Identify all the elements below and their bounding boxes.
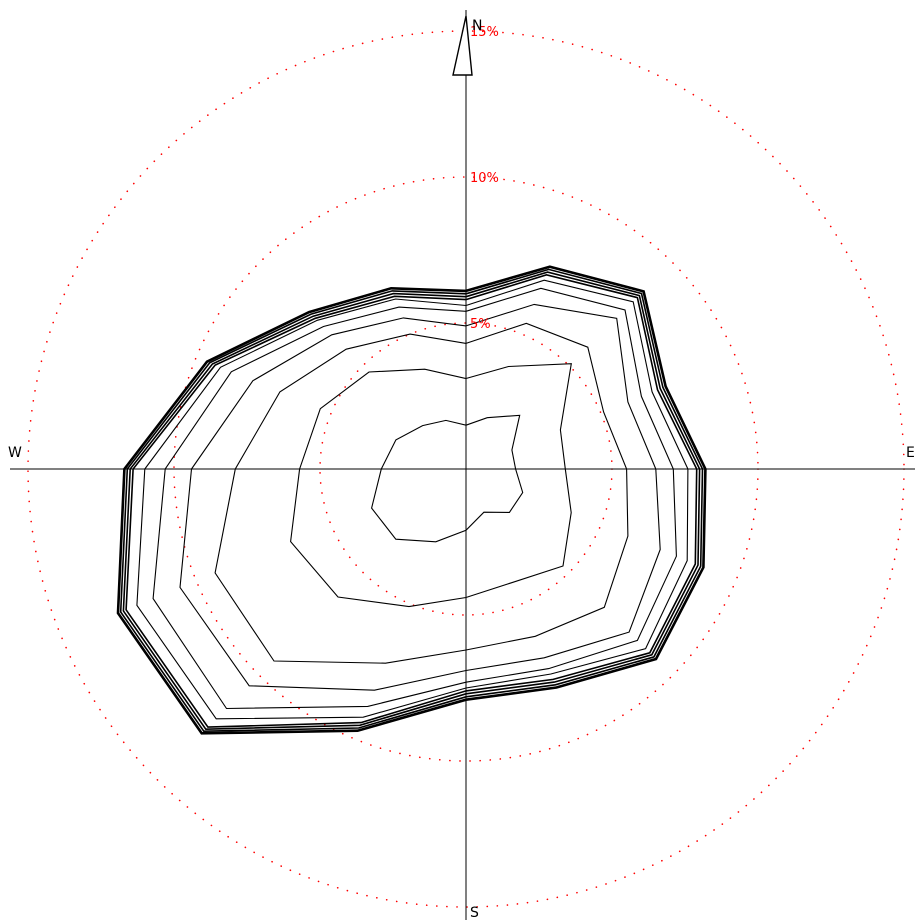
contour-line: [371, 414, 524, 543]
north-arrow-icon: [452, 15, 473, 76]
ring-label: 5%: [470, 317, 491, 332]
contour-line: [152, 287, 677, 710]
compass-axes: [10, 10, 915, 920]
frequency-contours: [116, 265, 707, 735]
contour-line: [214, 322, 629, 664]
contour-line: [119, 268, 704, 733]
direction-label-w: W: [8, 445, 22, 461]
contour-line: [290, 363, 572, 608]
direction-labels: N E S W: [8, 18, 915, 920]
contour-line: [122, 271, 701, 731]
ring-label: 15%: [470, 25, 499, 40]
contour-line: [116, 265, 707, 735]
contour-line: [136, 279, 689, 720]
contour-line: [179, 303, 661, 691]
direction-label-n: N: [472, 18, 482, 34]
ring-label: 10%: [470, 171, 499, 186]
contour-line: [125, 273, 698, 728]
direction-label-e: E: [906, 445, 915, 461]
ring-labels: 5% 10% 15%: [470, 25, 499, 332]
direction-label-s: S: [470, 905, 479, 920]
